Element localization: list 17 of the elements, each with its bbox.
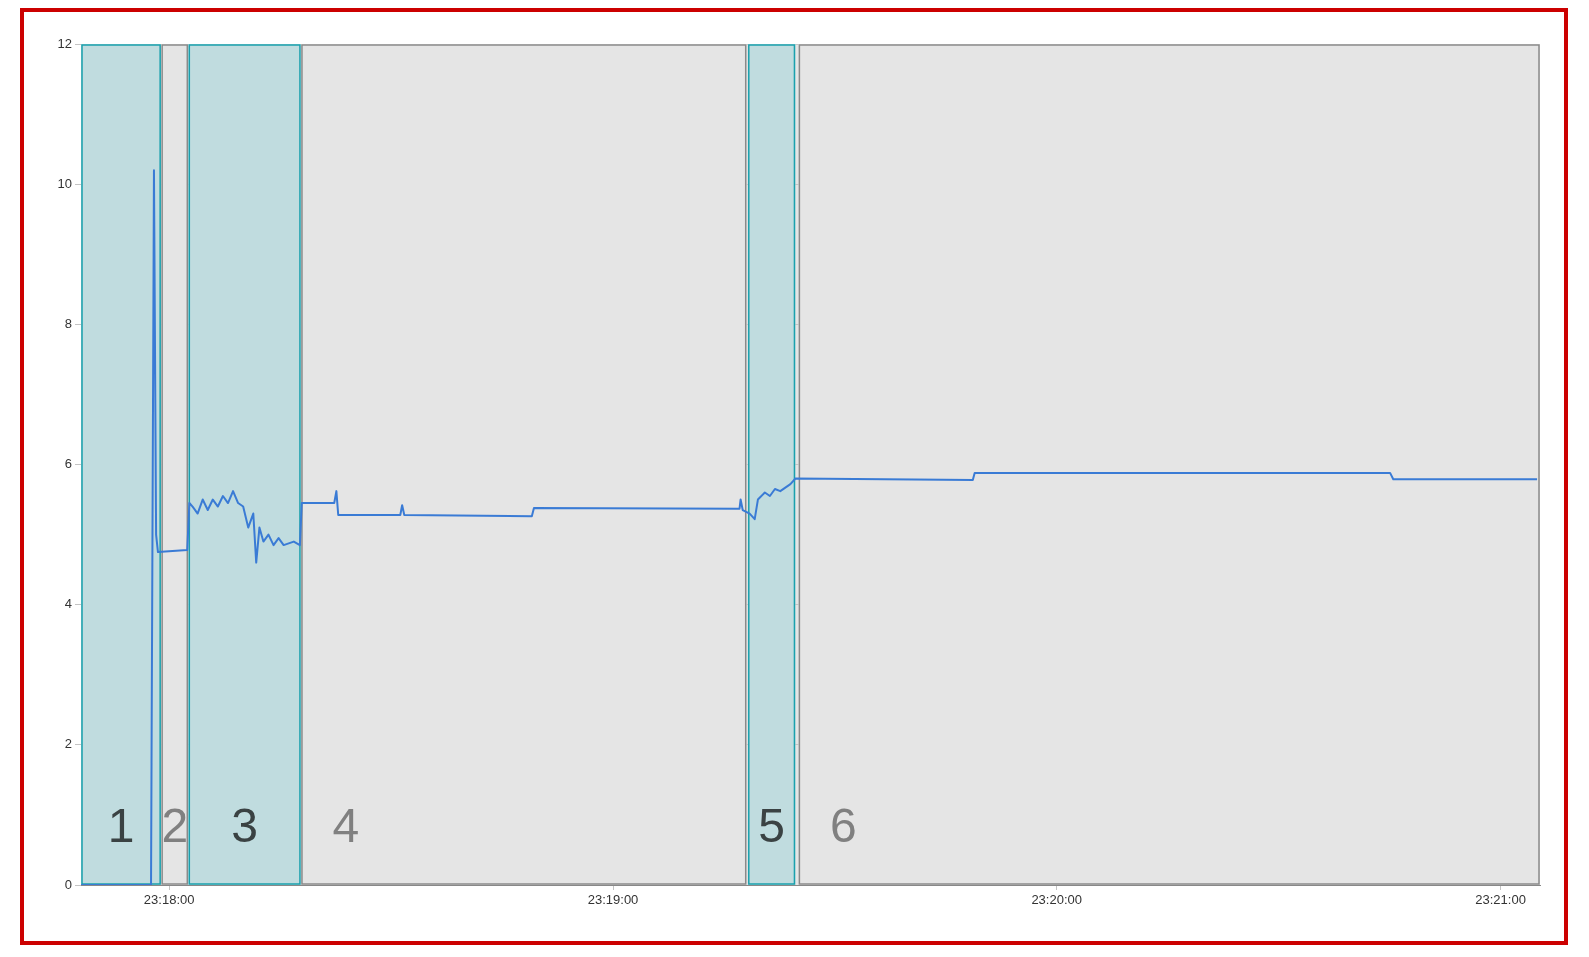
y-tick-label: 12 bbox=[57, 35, 72, 51]
y-tick-label: 6 bbox=[64, 456, 72, 472]
x-tick-label: 23:21:00 bbox=[1475, 892, 1526, 908]
band-label: 2 bbox=[161, 799, 189, 853]
band-label: 3 bbox=[231, 799, 258, 853]
band-label: 4 bbox=[332, 799, 360, 853]
x-tick-label: 23:18:00 bbox=[143, 892, 195, 908]
y-tick-label: 10 bbox=[57, 175, 72, 191]
x-tick-label: 23:19:00 bbox=[587, 892, 639, 908]
band-label: 1 bbox=[107, 799, 135, 853]
band-label: 6 bbox=[830, 799, 857, 853]
y-tick-label: 4 bbox=[64, 596, 72, 612]
x-tick-label: 23:20:00 bbox=[1031, 892, 1082, 908]
band-label: 5 bbox=[758, 799, 785, 853]
y-tick-label: 8 bbox=[64, 315, 72, 331]
y-tick-label: 0 bbox=[64, 876, 72, 892]
y-tick-label: 2 bbox=[64, 736, 72, 752]
